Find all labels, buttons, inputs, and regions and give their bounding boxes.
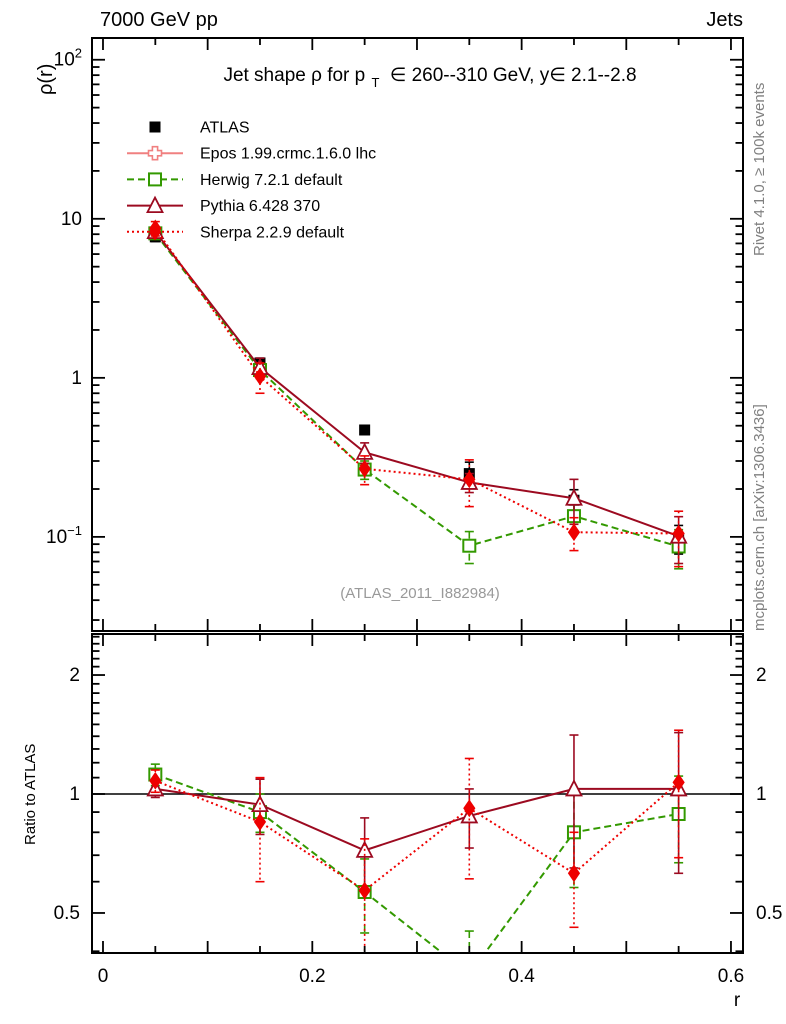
x-axis-label: r: [734, 990, 741, 1011]
mcplots-reference-text: mcplots.cern.ch [arXiv:1306.3436]: [751, 404, 768, 631]
series-herwig-ratio: [148, 763, 686, 980]
series-line: [154, 232, 679, 548]
data-point-marker: [146, 195, 164, 213]
data-point-marker: [463, 470, 476, 489]
series-line: [154, 779, 680, 892]
data-point-marker: [672, 773, 685, 792]
y-axis-label-main: ρ(r): [35, 64, 57, 95]
legend-label: Herwig 7.2.1 default: [200, 172, 343, 189]
x-tick-label: 0.4: [508, 966, 535, 987]
y-tick-label: 102: [54, 46, 82, 71]
legend-label: ATLAS: [200, 120, 250, 137]
legend-label: Epos 1.99.crmc.1.6.0 lhc: [200, 146, 376, 163]
series-layer: [92, 219, 743, 980]
data-point-marker: [358, 459, 371, 478]
x-tick-label: 0.6: [718, 966, 744, 987]
series-line: [154, 231, 679, 538]
data-point-marker: [564, 778, 583, 797]
header-analysis-type: Jets: [706, 9, 743, 31]
y-tick-label: 0.5: [756, 903, 782, 924]
data-point-marker: [358, 881, 371, 900]
y-tick-label: 0.5: [54, 903, 80, 924]
series-sherpa-main: [149, 219, 685, 568]
legend-item-pythia: Pythia 6.428 370: [127, 195, 320, 215]
plot-title: Jet shape ρ for p T ∈ 260--310 GeV, y∈ 2…: [223, 65, 636, 92]
data-point-marker: [253, 367, 267, 386]
y-tick-label: 1: [756, 784, 767, 805]
series-line: [154, 773, 679, 953]
watermark-analysis-id: (ATLAS_2011_I882984): [340, 585, 500, 602]
y-tick-label: 1: [69, 784, 80, 805]
y-axis-label-ratio: Ratio to ATLAS: [22, 744, 39, 845]
series-atlas-main: [149, 231, 685, 555]
data-point-marker: [149, 771, 162, 790]
data-point-marker: [148, 172, 162, 187]
plot-title-pre: Jet shape ρ for p: [223, 65, 365, 86]
y-tick-label: 10: [61, 209, 82, 230]
y-tick-label: 10−1: [46, 523, 82, 548]
y-tick-label: 2: [756, 665, 767, 686]
data-point-marker: [567, 523, 581, 542]
chart-root: 0 0.2 0.4 0.6 102 10 1 10−1 2 2 1 1 0.5 0.5 ATLAS Epos …: [46, 37, 782, 987]
plot-title-post: ∈ 260--310 GeV, y∈ 2.1--2.8: [390, 65, 637, 86]
y-tick-label: 2: [69, 665, 80, 686]
data-point-marker: [359, 424, 371, 436]
series-line: [154, 227, 679, 535]
legend-item-sherpa: Sherpa 2.2.9 default: [127, 222, 345, 241]
y-tick-label: 1: [71, 368, 82, 389]
main-panel-frame: [91, 37, 744, 632]
data-point-marker: [149, 121, 161, 133]
data-point-marker: [462, 538, 477, 553]
data-point-marker: [148, 222, 162, 241]
data-point-marker: [147, 145, 163, 161]
legend-label: Sherpa 2.2.9 default: [200, 224, 345, 241]
legend-item-atlas: ATLAS: [149, 120, 250, 137]
plot-title-sub: T: [372, 75, 380, 90]
header-beam-energy: 7000 GeV pp: [100, 9, 218, 31]
rivet-version-text: Rivet 4.1.0, ≥ 100k events: [751, 83, 768, 256]
data-point-marker: [463, 968, 475, 980]
series-pythia-main: [146, 221, 688, 565]
legend-label: Pythia 6.428 370: [200, 198, 320, 215]
data-point-marker: [463, 799, 476, 818]
x-tick-label: 0: [98, 966, 109, 987]
series-line: [155, 787, 679, 852]
series-pythia-ratio: [146, 731, 688, 892]
data-point-marker: [567, 864, 581, 883]
series-herwig-main: [148, 226, 686, 570]
data-point-marker: [564, 488, 583, 506]
data-point-marker: [672, 524, 685, 543]
legend: ATLAS Epos 1.99.crmc.1.6.0 lhc Herwig 7.2.…: [127, 120, 376, 241]
legend-item-epos: Epos 1.99.crmc.1.6.0 lhc: [127, 146, 376, 163]
legend-item-herwig: Herwig 7.2.1 default: [127, 172, 343, 189]
x-tick-label: 0.2: [299, 966, 325, 987]
data-point-marker: [253, 813, 267, 831]
series-sherpa-ratio: [149, 729, 685, 953]
axes-layer: 0 0.2 0.4 0.6 102 10 1 10−1 2 2 1 1 0.5 0.5: [46, 37, 782, 987]
